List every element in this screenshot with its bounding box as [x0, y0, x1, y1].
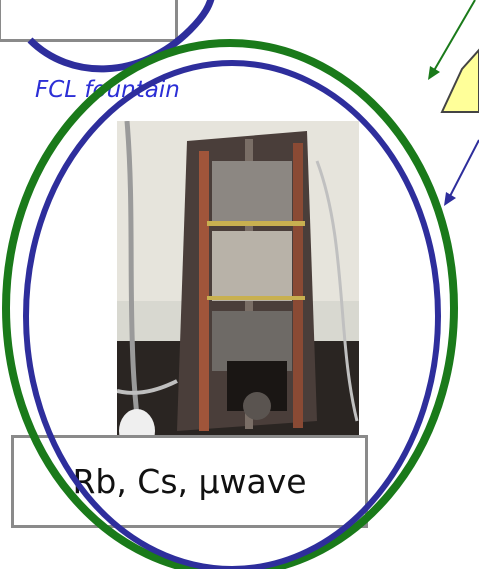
- blue-arrow: [447, 139, 479, 201]
- top-label-box: [0, 0, 178, 42]
- fountain-caption: FCL fountain: [35, 77, 180, 103]
- green-arrow: [431, 0, 476, 75]
- fountain-photo: [117, 121, 359, 481]
- yellow-callout: [440, 48, 479, 113]
- species-label-box: Rb, Cs, μwave: [11, 435, 368, 528]
- blue-arrowhead: [444, 192, 456, 206]
- green-arrowhead: [428, 66, 440, 80]
